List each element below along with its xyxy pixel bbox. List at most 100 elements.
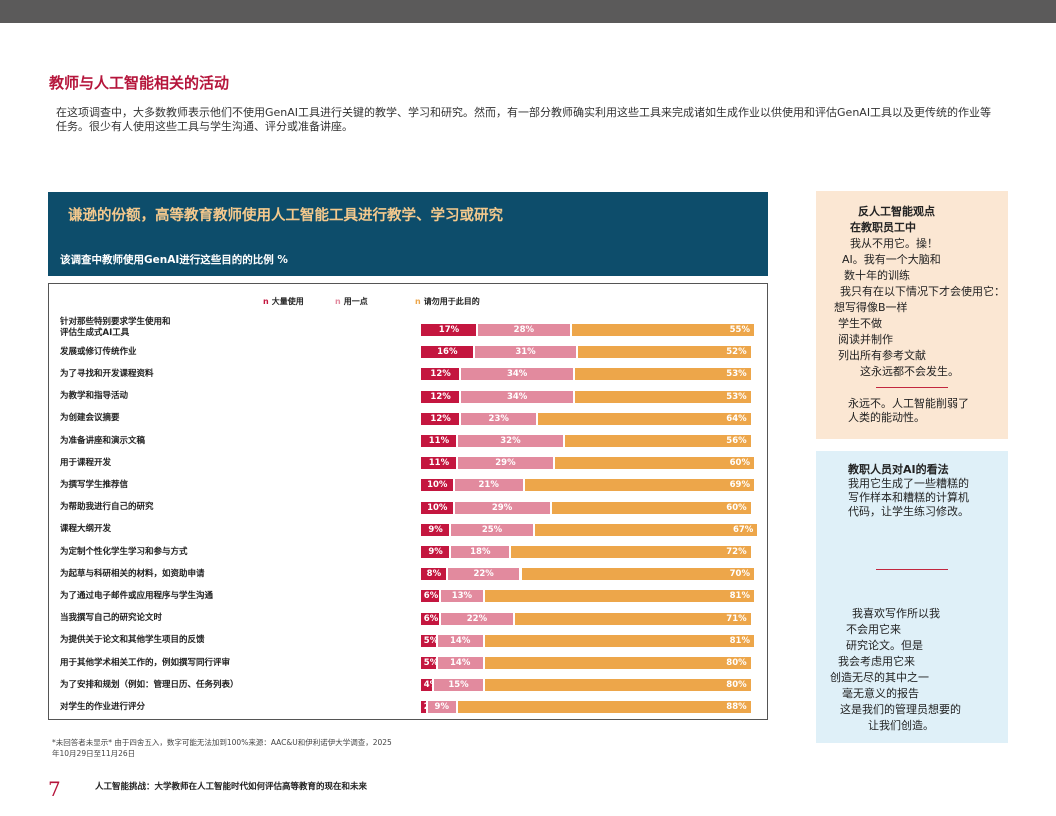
data-label: 18% xyxy=(470,547,491,557)
data-label: 31% xyxy=(515,347,536,358)
bar-segment-never xyxy=(524,479,754,492)
bar-segment-heavy xyxy=(421,657,436,669)
data-label: 52% xyxy=(726,347,747,358)
row-label-line: 评估生成式AI工具 xyxy=(60,328,130,338)
data-label: 10% xyxy=(427,502,448,513)
quote-line: 列出所有参考文献 xyxy=(838,349,926,362)
row-label: 发展或修订传统作业 xyxy=(60,347,137,358)
data-label: 69% xyxy=(729,480,750,491)
data-label: 14% xyxy=(450,658,471,668)
bar-segment-never xyxy=(534,523,758,536)
bar-segment-never xyxy=(484,634,754,647)
legend-label: 用一点 xyxy=(343,297,368,306)
row-label-line: 为定制个性化学生学习和参与方式 xyxy=(60,546,188,557)
bar-segment-never xyxy=(538,412,751,425)
row-label-line: 为创建会议摘要 xyxy=(60,413,120,424)
quote-line: 永远不。人工智能削弱了 xyxy=(848,397,969,410)
data-label: 23% xyxy=(488,413,509,424)
quote-line: 数十年的训练 xyxy=(844,269,910,282)
bar-segment-never xyxy=(575,390,751,403)
quote-line: 我用它生成了一些糟糕的 xyxy=(848,477,969,490)
row-label-line: 当我撰写自己的研究论文时 xyxy=(60,613,163,624)
data-label: 70% xyxy=(729,569,750,580)
row-label-line: 为帮助我进行自己的研究 xyxy=(60,502,154,513)
data-label: 64% xyxy=(726,413,747,424)
quote-divider xyxy=(876,387,948,388)
bar-segment-heavy xyxy=(421,546,450,558)
row-label: 为提供关于论文和其他学生项目的反馈 xyxy=(60,635,205,646)
data-label: 17% xyxy=(438,325,460,335)
faculty-box-title: 教职人员对AI的看法 xyxy=(848,463,949,476)
data-label: 15% xyxy=(448,680,469,691)
row-label: 为起草与科研相关的材料，如资助申请 xyxy=(60,569,205,580)
data-label: 28% xyxy=(513,325,535,335)
quote-line: 研究论文。但是 xyxy=(846,639,923,652)
quote-line: 让我们创造。 xyxy=(868,719,934,732)
quote-line: 想写得像B一样 xyxy=(834,301,908,314)
row-label-line: 对学生的作业进行评分 xyxy=(60,701,146,712)
data-label: 22% xyxy=(473,569,494,580)
intro-paragraph: 在这项调查中，大多数教师表示他们不使用GenAI工具进行关键的教学、学习和研究。… xyxy=(56,106,992,133)
data-label: 56% xyxy=(726,436,747,446)
data-label: 16% xyxy=(437,347,458,358)
data-label: 13% xyxy=(451,591,473,602)
data-label: 80% xyxy=(726,680,747,691)
row-label-line: 为了安排和规划（例如：管理日历、任务列表） xyxy=(60,679,239,690)
bar-segment-heavy xyxy=(421,346,473,359)
bar-segment-some xyxy=(461,412,537,425)
data-label: 60% xyxy=(726,502,747,513)
bar-segment-never xyxy=(578,346,751,359)
row-label: 为教学和指导活动 xyxy=(60,391,128,402)
bar-segment-some xyxy=(437,657,483,669)
anti-box-title: 反人工智能观点 xyxy=(858,205,935,218)
legend-label: 请勿用于此目的 xyxy=(423,297,480,306)
quote-line: 我会考虑用它来 xyxy=(838,655,915,668)
data-label: 71% xyxy=(726,613,747,624)
chart-title: 谦逊的份额，高等教育教师使用人工智能工具进行教学、学习或研究 xyxy=(68,208,503,224)
bar-segment-never xyxy=(551,501,751,514)
bar-segment-some xyxy=(454,479,523,492)
quote-line: 我只有在以下情况下才会使用它： xyxy=(840,285,1005,298)
page-heading: 教师与人工智能相关的活动 xyxy=(49,74,230,92)
data-label: 34% xyxy=(506,369,528,380)
legend-item-heavy: n 大量使用 xyxy=(263,296,304,307)
quote-line: 人类的能动性。 xyxy=(848,411,925,424)
quote-line: 学生不做 xyxy=(838,317,882,330)
data-label: 8% xyxy=(426,569,442,580)
data-label: 9% xyxy=(428,547,443,557)
bar-segment-heavy xyxy=(421,679,433,692)
data-label: 53% xyxy=(726,391,747,402)
row-label-line: 针对那些特别要求学生使用和 xyxy=(60,317,171,327)
data-label: 6% xyxy=(423,613,439,624)
bar-segment-some xyxy=(434,679,483,692)
bar-segment-never xyxy=(565,435,751,447)
bar-segment-heavy xyxy=(421,612,440,625)
row-label: 为了安排和规划（例如：管理日历、任务列表） xyxy=(60,680,239,691)
row-label: 当我撰写自己的研究论文时 xyxy=(60,613,162,624)
bar-segment-some xyxy=(454,501,550,514)
data-label: 9% xyxy=(434,702,449,713)
bar-segment-never xyxy=(521,568,754,581)
chart-subtitle: 该调查中教师使用GenAI进行这些目的的比例 % xyxy=(60,254,288,266)
bar-segment-never xyxy=(555,457,754,470)
data-label: 81% xyxy=(729,591,750,602)
data-label: 9% xyxy=(428,524,443,535)
quote-line: 不会用它来 xyxy=(846,623,901,636)
row-label-line: 为起草与科研相关的材料，如资助申请 xyxy=(60,568,205,579)
row-label-line: 为准备讲座和演示文稿 xyxy=(60,435,146,446)
quote-line: 创造无尽的其中之一 xyxy=(830,671,929,684)
anti-box-subtitle: 在教职员工中 xyxy=(850,221,916,234)
bar-segment-heavy xyxy=(421,568,446,581)
row-label: 为撰写学生推荐信 xyxy=(60,480,128,491)
row-label-line: 发展或修订传统作业 xyxy=(60,346,137,357)
row-label: 为了寻找和开发课程资料 xyxy=(60,369,154,380)
bar-segment-some xyxy=(441,612,513,625)
row-label: 课程大纲开发 xyxy=(60,524,111,535)
row-label: 为准备讲座和演示文稿 xyxy=(60,436,145,447)
row-label-line: 为教学和指导活动 xyxy=(60,391,129,402)
data-label: 34% xyxy=(506,391,528,402)
data-label: 81% xyxy=(729,635,750,646)
bar-segment-heavy xyxy=(421,590,440,603)
legend-marker: n xyxy=(415,297,421,306)
row-label: 用于课程开发 xyxy=(60,458,111,469)
